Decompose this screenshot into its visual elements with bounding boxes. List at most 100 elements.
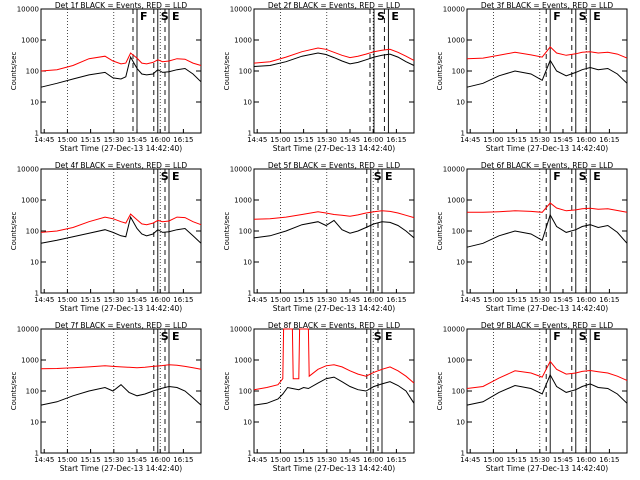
y-tick-label: 1000 bbox=[234, 197, 252, 205]
y-tick-label: 10 bbox=[30, 259, 39, 267]
x-axis-label: Start Time (27-Dec-13 14:42:40) bbox=[60, 304, 182, 313]
x-tick-label: 16:15 bbox=[173, 136, 193, 144]
x-tick-label: 15:45 bbox=[553, 136, 573, 144]
x-tick-label: 15:45 bbox=[340, 456, 360, 464]
y-tick-label: 100 bbox=[26, 68, 39, 76]
y-tick-label: 10000 bbox=[443, 166, 465, 174]
panel-title: Det 5f BLACK = Events, RED = LLD bbox=[268, 161, 401, 170]
y-axis-label: Counts/sec bbox=[436, 212, 444, 251]
panel-title: Det 4f BLACK = Events, RED = LLD bbox=[55, 161, 188, 170]
x-tick-label: 16:15 bbox=[386, 456, 406, 464]
x-tick-label: 15:30 bbox=[530, 296, 550, 304]
events-series-line bbox=[466, 373, 628, 406]
plot-frame bbox=[466, 328, 628, 454]
events-series-line bbox=[253, 52, 415, 67]
y-tick-label: 1000 bbox=[447, 37, 465, 45]
x-tick-label: 15:45 bbox=[553, 456, 573, 464]
x-tick-label: 15:30 bbox=[104, 296, 124, 304]
x-tick-label: 16:15 bbox=[599, 296, 619, 304]
x-tick-label: 16:00 bbox=[363, 136, 383, 144]
y-tick-label: 100 bbox=[239, 68, 252, 76]
y-tick-label: 1 bbox=[35, 130, 39, 138]
marker-label: S bbox=[579, 10, 587, 23]
lld-series-line bbox=[253, 210, 415, 220]
y-axis-label: Counts/sec bbox=[10, 372, 18, 411]
y-axis-label: Counts/sec bbox=[223, 212, 231, 251]
lld-series-line bbox=[253, 47, 415, 64]
y-tick-label: 10000 bbox=[17, 6, 39, 14]
x-tick-label: 16:00 bbox=[150, 296, 170, 304]
x-axis-label: Start Time (27-Dec-13 14:42:40) bbox=[486, 464, 608, 473]
y-axis-label: Counts/sec bbox=[223, 52, 231, 91]
y-tick-label: 10000 bbox=[443, 326, 465, 334]
lld-series-line bbox=[40, 213, 202, 233]
x-tick-label: 16:00 bbox=[150, 136, 170, 144]
marker-label: E bbox=[172, 170, 180, 183]
x-tick-label: 15:45 bbox=[127, 296, 147, 304]
events-series-line bbox=[253, 219, 415, 239]
x-tick-label: 15:15 bbox=[294, 456, 314, 464]
x-tick-label: 15:15 bbox=[81, 296, 101, 304]
plot-frame bbox=[253, 328, 415, 454]
marker-label: S bbox=[161, 330, 169, 343]
y-tick-label: 1 bbox=[461, 290, 465, 298]
panel-title: Det 7f BLACK = Events, RED = LLD bbox=[55, 321, 188, 330]
events-series-line bbox=[466, 59, 628, 88]
x-axis-label: Start Time (27-Dec-13 14:42:40) bbox=[486, 304, 608, 313]
plot-frame bbox=[40, 328, 202, 454]
x-tick-label: 16:15 bbox=[386, 136, 406, 144]
marker-label: S bbox=[579, 170, 587, 183]
events-series-line bbox=[253, 376, 415, 406]
y-tick-label: 10000 bbox=[17, 166, 39, 174]
y-tick-label: 100 bbox=[452, 68, 465, 76]
x-tick-label: 16:15 bbox=[173, 456, 193, 464]
y-tick-label: 1000 bbox=[234, 357, 252, 365]
panel-title: Det 3f BLACK = Events, RED = LLD bbox=[481, 1, 614, 10]
marker-label: S bbox=[579, 330, 587, 343]
y-tick-label: 1000 bbox=[21, 357, 39, 365]
marker-label: E bbox=[391, 10, 399, 23]
x-tick-label: 14:45 bbox=[247, 136, 267, 144]
panel-title: Det 1f BLACK = Events, RED = LLD bbox=[55, 1, 188, 10]
x-tick-label: 15:15 bbox=[294, 136, 314, 144]
panel-title: Det 6f BLACK = Events, RED = LLD bbox=[481, 161, 614, 170]
y-tick-label: 1 bbox=[248, 450, 252, 458]
x-tick-label: 15:00 bbox=[270, 136, 290, 144]
x-axis-label: Start Time (27-Dec-13 14:42:40) bbox=[273, 304, 395, 313]
x-tick-label: 15:15 bbox=[294, 296, 314, 304]
marker-label: E bbox=[593, 330, 601, 343]
x-tick-label: 16:15 bbox=[599, 136, 619, 144]
y-tick-label: 1 bbox=[248, 290, 252, 298]
y-tick-label: 1 bbox=[35, 450, 39, 458]
y-tick-label: 10 bbox=[456, 419, 465, 427]
panel-title: Det 8f BLACK = Events, RED = LLD bbox=[268, 321, 401, 330]
marker-label: F bbox=[553, 10, 561, 23]
x-tick-label: 15:00 bbox=[483, 296, 503, 304]
y-tick-label: 1000 bbox=[21, 197, 39, 205]
x-tick-label: 16:00 bbox=[576, 296, 596, 304]
y-tick-label: 100 bbox=[239, 388, 252, 396]
y-tick-label: 10000 bbox=[230, 326, 252, 334]
plot-frame bbox=[466, 8, 628, 134]
y-tick-label: 10 bbox=[30, 99, 39, 107]
x-tick-label: 16:15 bbox=[599, 456, 619, 464]
x-tick-label: 15:00 bbox=[483, 136, 503, 144]
x-tick-label: 15:30 bbox=[104, 136, 124, 144]
x-tick-label: 16:00 bbox=[576, 456, 596, 464]
marker-label: F bbox=[553, 170, 561, 183]
y-tick-label: 100 bbox=[26, 228, 39, 236]
y-tick-label: 10 bbox=[456, 259, 465, 267]
panel-title: Det 2f BLACK = Events, RED = LLD bbox=[268, 1, 401, 10]
marker-label: E bbox=[172, 10, 180, 23]
y-tick-label: 10 bbox=[243, 99, 252, 107]
lld-series-line bbox=[466, 46, 628, 60]
y-axis-label: Counts/sec bbox=[223, 372, 231, 411]
y-tick-label: 10 bbox=[243, 419, 252, 427]
y-tick-label: 10 bbox=[456, 99, 465, 107]
